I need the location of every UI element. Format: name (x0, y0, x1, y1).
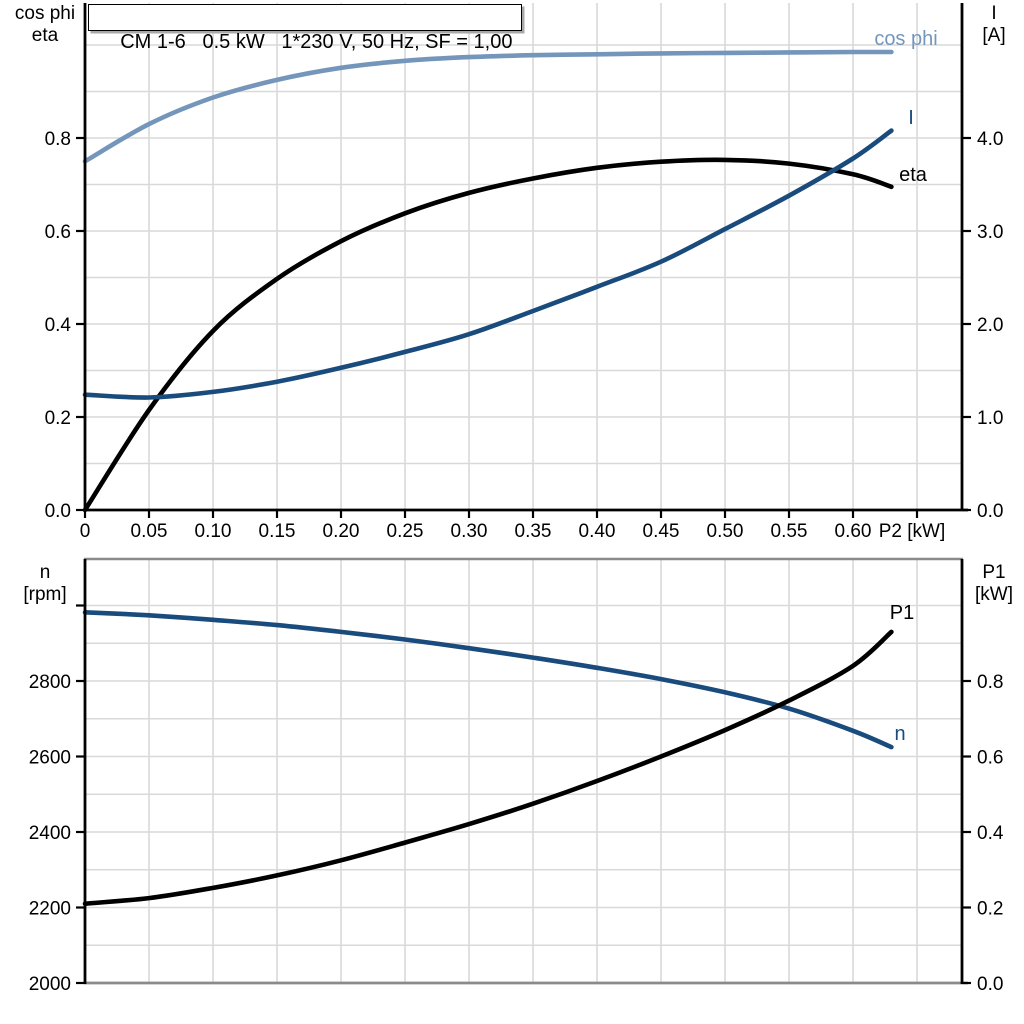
curve-i (82, 128, 894, 400)
right-tick-label: 0.4 (977, 823, 1004, 844)
x-tick-label: 0 (80, 521, 91, 542)
chart-title-box: CM 1-6 0.5 kW 1*230 V, 50 Hz, SF = 1,00 (88, 4, 523, 53)
right-tick-label: 3.0 (977, 222, 1003, 243)
chart-title: CM 1-6 0.5 kW 1*230 V, 50 Hz, SF = 1,00 (120, 31, 513, 53)
axis-title-p1-unit: [kW] (975, 584, 1013, 605)
right-tick-label: 0.2 (977, 899, 1003, 920)
left-tick-label: 2800 (29, 672, 71, 693)
left-tick-label: 2000 (29, 974, 71, 995)
left-tick-label: 0.4 (45, 315, 72, 336)
x-tick-label: 0.35 (515, 521, 552, 542)
axis-title-cos-phi: cos phi (14, 3, 76, 24)
curve-cos-phi (82, 49, 894, 164)
left-tick-label: 2600 (29, 748, 71, 769)
top-right-axis-title: I [A] (966, 3, 1022, 47)
curve-n (82, 610, 894, 750)
axis-title-speed: n (39, 562, 51, 583)
x-tick-label: 0.25 (387, 521, 424, 542)
axis-title-p1: P1 (982, 562, 1006, 583)
x-tick-label: 0.15 (259, 521, 296, 542)
x-tick-label: 0.55 (771, 521, 808, 542)
axis-title-eta: eta (31, 25, 59, 46)
top-left-axis-title: cos phi eta (6, 3, 84, 47)
x-tick-label: 0.05 (131, 521, 168, 542)
axis-title-current-unit: [A] (982, 25, 1006, 46)
right-tick-label: 2.0 (977, 315, 1003, 336)
left-tick-label: 0.6 (45, 222, 71, 243)
right-tick-label: 4.0 (977, 129, 1003, 150)
left-tick-label: 2400 (29, 823, 71, 844)
x-tick-label: 0.30 (451, 521, 488, 542)
bottom-chart: 2000 2200 2400 2600 2800 0.0 0.2 0.4 0.6 0.8 n P1 (29, 557, 1004, 995)
curve-eta (82, 157, 894, 513)
right-tick-label: 1.0 (977, 408, 1003, 429)
curve-p1 (82, 629, 894, 906)
left-tick-label: 0.2 (45, 408, 71, 429)
axis-title-speed-unit: [rpm] (23, 584, 67, 605)
curve-label-i: I (908, 107, 914, 129)
x-tick-label: 0.45 (643, 521, 680, 542)
x-tick-label: 0.40 (579, 521, 616, 542)
curve-label-eta: eta (899, 164, 928, 186)
curve-label-p1: P1 (890, 602, 914, 624)
x-tick-label: 0.50 (707, 521, 744, 542)
curve-label-n: n (894, 723, 905, 745)
bottom-right-axis-title: P1 [kW] (966, 562, 1022, 606)
right-tick-label: 0.0 (977, 974, 1003, 995)
top-chart: 0.0 0.2 0.4 0.6 0.8 0.0 1.0 2.0 3.0 4.0 0 0.05 0.10 0… (45, 3, 1003, 542)
left-tick-label: 0.8 (45, 129, 71, 150)
x-tick-label: 0.20 (323, 521, 360, 542)
right-tick-label: 0.6 (977, 748, 1003, 769)
right-tick-label: 0.8 (977, 672, 1003, 693)
x-axis-unit-label: P2 [kW] (879, 521, 946, 542)
left-tick-label: 0.0 (45, 501, 71, 522)
left-tick-label: 2200 (29, 899, 71, 920)
x-tick-label: 0.10 (195, 521, 232, 542)
right-tick-label: 0.0 (977, 501, 1003, 522)
x-tick-label: 0.60 (835, 521, 872, 542)
axis-title-current: I (991, 3, 997, 24)
curve-label-cos-phi: cos phi (874, 28, 937, 50)
bottom-left-axis-title: n [rpm] (6, 562, 84, 606)
